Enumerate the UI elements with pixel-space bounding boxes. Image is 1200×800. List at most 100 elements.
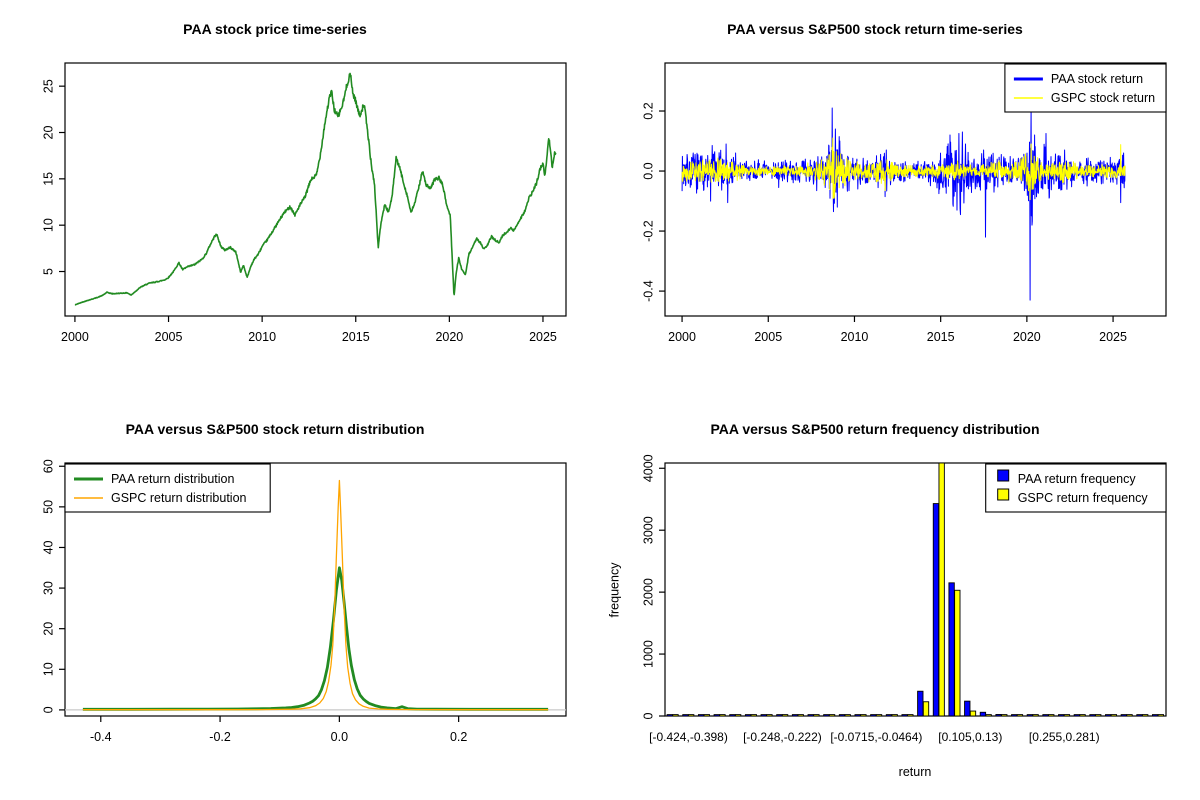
- y-tick-label: 0.0: [641, 162, 655, 179]
- bar-paa: [948, 582, 955, 717]
- chart-title: PAA stock price time-series: [183, 21, 367, 37]
- returns-chart-body: 2000 2005 2010 2015 2020 2025 -0.4 -0.2 0.0 0.2 PA…: [641, 62, 1167, 344]
- bar-gspc: [954, 589, 961, 717]
- bar-gspc: [797, 714, 804, 717]
- y-tick-label: 5: [41, 268, 55, 275]
- bin-label: [-0.424,-0.398): [649, 730, 728, 744]
- histogram-bars: [666, 462, 1164, 717]
- bar-paa: [1042, 714, 1049, 717]
- bar-paa: [744, 714, 752, 717]
- y-tick-label: -0.4: [641, 280, 655, 302]
- y-axis: 0 1000 2000 3000 4000: [641, 454, 665, 719]
- bar-paa: [776, 714, 783, 717]
- series-paa-price: [74, 72, 557, 306]
- series-gspc-stock-return: [681, 137, 1126, 201]
- bar-gspc: [719, 714, 726, 717]
- bar-gspc: [813, 714, 820, 717]
- bar-gspc: [703, 714, 710, 717]
- bar-paa: [1026, 714, 1034, 717]
- bar-gspc: [922, 701, 930, 717]
- bar-paa: [932, 503, 940, 717]
- x-tick-label: 2010: [841, 330, 869, 344]
- bar-gspc: [1157, 714, 1164, 717]
- density-chart-body: -0.4 -0.2 0.0 0.2 0 10 20 30 40 50 60 PAA return di…: [41, 459, 567, 744]
- bar-gspc: [750, 714, 757, 717]
- plot-box: [64, 462, 567, 717]
- x-tick-label: 2005: [155, 330, 183, 344]
- bar-gspc: [875, 714, 883, 717]
- return-line: [681, 137, 1126, 201]
- bar-paa: [1136, 714, 1143, 717]
- legend-item-label: GSPC stock return: [1051, 91, 1155, 105]
- series-paa-return-distribution: [82, 566, 549, 711]
- legend-item-label: GSPC return frequency: [1018, 491, 1149, 505]
- y-axis: -0.4 -0.2 0.0 0.2: [641, 102, 665, 302]
- y-axis: 0 10 20 30 40 50 60: [41, 459, 65, 713]
- bar-gspc: [1032, 714, 1039, 717]
- density-curve: [82, 479, 549, 711]
- x-tick-label: 2015: [342, 330, 370, 344]
- x-axis: -0.4 -0.2 0.0 0.2: [90, 716, 467, 744]
- bar-paa: [870, 714, 877, 717]
- x-tick-label: -0.2: [209, 730, 231, 744]
- plot-frame: 0 1000 2000 3000 4000: [641, 454, 1167, 719]
- legend-square-sample: [997, 488, 1010, 501]
- y-tick-label: 20: [41, 622, 55, 636]
- bar-gspc: [734, 714, 742, 717]
- bar-paa: [885, 714, 893, 717]
- bar-paa: [1105, 714, 1112, 717]
- bar-gspc: [1001, 714, 1008, 717]
- x-axis: 2000 2005 2010 2015 2020 2025: [668, 316, 1127, 344]
- chart-title: PAA versus S&P500 return frequency distr…: [710, 421, 1039, 437]
- x-tick-label: 2000: [668, 330, 696, 344]
- x-tick-label: 2010: [248, 330, 276, 344]
- bar-paa: [666, 714, 673, 717]
- density-curve: [82, 566, 549, 711]
- bar-paa: [729, 714, 736, 717]
- bin-label: [0.105,0.13): [938, 730, 1002, 744]
- legend: PAA return distribution GSPC return distr…: [64, 463, 271, 513]
- legend-box: [64, 463, 271, 513]
- y-tick-label: 50: [41, 500, 55, 514]
- bar-gspc: [688, 714, 695, 717]
- legend: PAA stock return GSPC stock return: [1004, 63, 1167, 113]
- bin-label: [0.255,0.281): [1029, 730, 1100, 744]
- bar-gspc: [985, 714, 992, 717]
- bar-gspc: [860, 714, 867, 717]
- series-paa-stock-return: [681, 107, 1126, 301]
- legend-item-label: PAA return distribution: [111, 472, 234, 486]
- y-tick-label: 25: [41, 79, 55, 93]
- bar-gspc: [766, 714, 773, 717]
- legend-square-sample: [997, 469, 1010, 482]
- y-tick-label: -0.2: [641, 220, 655, 242]
- bar-gspc: [1079, 714, 1086, 717]
- bar-gspc: [672, 714, 679, 717]
- legend-box: [1004, 63, 1167, 113]
- bar-paa: [823, 714, 830, 717]
- plot-box: [664, 462, 1167, 717]
- y-tick-label: 10: [41, 218, 55, 232]
- bar-paa: [697, 714, 705, 717]
- price-line: [74, 72, 557, 306]
- chart-title: PAA versus S&P500 stock return distribut…: [126, 421, 425, 437]
- y-tick-label: 15: [41, 172, 55, 186]
- bin-label: [-0.248,-0.222): [743, 730, 822, 744]
- bar-paa: [760, 714, 767, 717]
- bar-paa: [838, 714, 846, 717]
- y-axis-label: frequency: [607, 562, 621, 618]
- plot-frame: -0.4 -0.2 0.0 0.2 0 10 20 30 40 50 60: [41, 459, 567, 744]
- plot-frame: 2000 2005 2010 2015 2020 2025 -0.4 -0.2 0.0 0.2: [641, 62, 1167, 344]
- y-tick-label: 4000: [641, 454, 655, 482]
- y-tick-label: 10: [41, 662, 55, 676]
- x-axis: 2000 2005 2010 2015 2020 2025: [61, 316, 557, 344]
- bar-gspc: [1126, 714, 1133, 717]
- x-tick-label: 2020: [1013, 330, 1041, 344]
- return-frequency-histogram: PAA versus S&P500 return frequency distr…: [607, 421, 1167, 779]
- legend-item-label: PAA return frequency: [1018, 472, 1137, 486]
- bar-paa: [1011, 714, 1018, 717]
- bar-gspc: [891, 714, 898, 717]
- x-tick-label: 0.0: [331, 730, 348, 744]
- bar-paa: [1089, 714, 1096, 717]
